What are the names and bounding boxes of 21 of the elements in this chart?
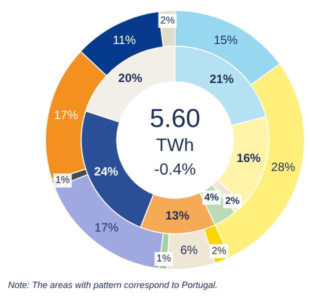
text: -0.4% — [154, 161, 196, 178]
data-label: 17% — [94, 220, 119, 235]
data-label: 4% — [204, 192, 219, 204]
data-label: 2% — [212, 246, 226, 257]
data-label: 16% — [236, 151, 262, 166]
data-label: 15% — [214, 32, 238, 47]
data-label: 2% — [225, 196, 240, 207]
text: Note: The areas with pattern correspond to Portugal. — [8, 280, 218, 290]
data-label: 20% — [118, 70, 143, 85]
data-label: 1% — [156, 254, 172, 265]
data-label: 17% — [54, 108, 78, 122]
data-label: 1% — [55, 175, 70, 186]
data-label: 13% — [165, 208, 190, 222]
data-label: 21% — [210, 72, 234, 86]
text: TWh — [156, 134, 194, 155]
data-label: 24% — [94, 164, 118, 179]
text: 5.60 — [150, 103, 200, 134]
data-label: 28% — [271, 160, 296, 174]
data-label: 2% — [160, 15, 175, 26]
data-label: 11% — [112, 32, 136, 47]
data-label: 6% — [180, 243, 198, 258]
